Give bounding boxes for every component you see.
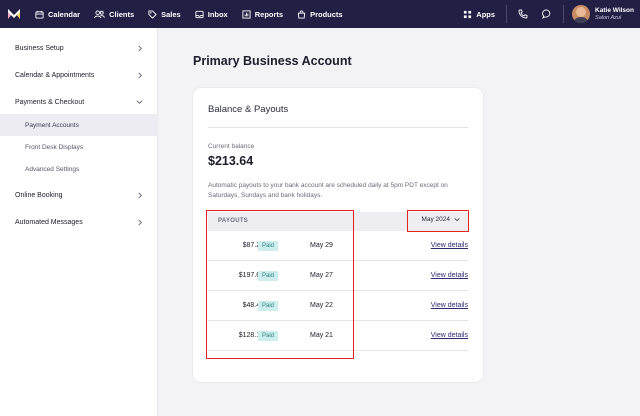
status-badge: Paid bbox=[258, 241, 279, 251]
calendar-icon bbox=[35, 10, 44, 19]
nav-inbox[interactable]: Inbox bbox=[188, 0, 235, 28]
payout-row: $128.10 Paid May 21 View details bbox=[208, 321, 468, 351]
chevron-down-icon bbox=[454, 218, 460, 222]
nav-products[interactable]: Products bbox=[290, 0, 350, 28]
page-title: Primary Business Account bbox=[193, 54, 352, 68]
bag-icon bbox=[297, 10, 306, 19]
nav-right-group: Apps Katie Wilson Salon Azul bbox=[456, 0, 640, 28]
divider bbox=[208, 127, 468, 128]
payouts-header-label: PAYOUTS bbox=[218, 218, 249, 224]
top-navigation-bar: Calendar Clients Sales Inbox Reports Pro… bbox=[0, 0, 640, 28]
tag-icon bbox=[148, 9, 157, 19]
user-name: Katie Wilson bbox=[595, 6, 634, 14]
user-menu[interactable]: Katie Wilson Salon Azul bbox=[568, 5, 640, 23]
user-business: Salon Azul bbox=[595, 14, 622, 21]
nav-reports-label: Reports bbox=[254, 9, 284, 19]
chat-bubble-icon bbox=[542, 9, 551, 19]
sidebar-item-business-setup[interactable]: Business Setup bbox=[0, 37, 158, 59]
payout-date: May 29 bbox=[310, 242, 333, 249]
status-badge: Paid bbox=[258, 331, 279, 341]
nav-reports[interactable]: Reports bbox=[235, 0, 290, 28]
nav-divider bbox=[506, 5, 508, 23]
sidebar-item-calendar-appointments[interactable]: Calendar & Appointments bbox=[0, 64, 158, 86]
nav-clients-label: Clients bbox=[109, 9, 135, 19]
sidebar-item-label: Online Booking bbox=[15, 191, 63, 199]
sidebar-subitem-label: Advanced Settings bbox=[25, 165, 80, 173]
month-select-value: May 2024 bbox=[421, 216, 450, 223]
chevron-down-icon bbox=[136, 100, 143, 104]
month-select[interactable]: May 2024 bbox=[421, 216, 460, 223]
balance-payouts-card: Balance & Payouts Current balance $213.6… bbox=[193, 88, 483, 382]
card-title: Balance & Payouts bbox=[208, 104, 289, 115]
chevron-right-icon bbox=[138, 219, 142, 225]
nav-apps-label: Apps bbox=[476, 9, 496, 19]
view-details-link[interactable]: View details bbox=[430, 332, 468, 339]
brand-logo-icon[interactable] bbox=[0, 0, 28, 28]
settings-sidebar: Business Setup Calendar & Appointments P… bbox=[0, 28, 158, 416]
nav-sales[interactable]: Sales bbox=[141, 0, 188, 28]
sidebar-item-label: Calendar & Appointments bbox=[15, 71, 95, 79]
chat-button[interactable] bbox=[535, 0, 559, 28]
nav-calendar-label: Calendar bbox=[48, 9, 81, 19]
nav-clients[interactable]: Clients bbox=[87, 0, 141, 28]
chart-icon bbox=[242, 9, 251, 19]
chevron-right-icon bbox=[138, 192, 142, 198]
chevron-right-icon bbox=[138, 45, 142, 51]
phone-button[interactable] bbox=[511, 0, 535, 28]
payout-amount: $48.40 bbox=[242, 302, 264, 309]
nav-calendar[interactable]: Calendar bbox=[28, 0, 87, 28]
payout-amount: $128.10 bbox=[238, 332, 264, 339]
view-details-link[interactable]: View details bbox=[430, 272, 468, 279]
payout-amount: $87.28 bbox=[242, 242, 264, 249]
status-badge: Paid bbox=[258, 271, 279, 281]
inbox-icon bbox=[195, 10, 204, 18]
nav-inbox-label: Inbox bbox=[207, 9, 228, 19]
nav-products-label: Products bbox=[310, 9, 343, 19]
sidebar-subitem-label: Payment Accounts bbox=[25, 121, 79, 129]
apps-grid-icon bbox=[464, 10, 472, 18]
phone-icon bbox=[518, 9, 528, 19]
sidebar-subitem-payment-accounts[interactable]: Payment Accounts bbox=[0, 114, 158, 136]
payout-date: May 21 bbox=[310, 332, 333, 339]
payout-row: $197.60 Paid May 27 View details bbox=[208, 261, 468, 291]
sidebar-item-label: Automated Messages bbox=[15, 218, 83, 226]
payout-amount: $197.60 bbox=[238, 272, 264, 279]
payout-date: May 27 bbox=[310, 272, 333, 279]
sidebar-subitem-advanced-settings[interactable]: Advanced Settings bbox=[0, 158, 158, 180]
sidebar-subitem-label: Front Desk Displays bbox=[25, 143, 84, 151]
status-badge: Paid bbox=[258, 301, 279, 311]
sidebar-item-label: Business Setup bbox=[15, 44, 64, 52]
user-info: Katie Wilson Salon Azul bbox=[595, 7, 634, 22]
sidebar-subitem-front-desk-displays[interactable]: Front Desk Displays bbox=[0, 136, 158, 158]
payout-row: $87.28 Paid May 29 View details bbox=[208, 231, 468, 261]
nav-apps[interactable]: Apps bbox=[456, 0, 502, 28]
sidebar-item-payments-checkout[interactable]: Payments & Checkout bbox=[0, 91, 158, 113]
current-balance-value: $213.64 bbox=[208, 154, 254, 168]
payout-row: $48.40 Paid May 22 View details bbox=[208, 291, 468, 321]
chevron-right-icon bbox=[138, 72, 142, 78]
payout-schedule-note: Automatic payouts to your bank account a… bbox=[208, 182, 448, 199]
current-balance-label: Current balance bbox=[208, 143, 255, 150]
payouts-table-header: PAYOUTS May 2024 bbox=[208, 212, 468, 231]
payout-date: May 22 bbox=[310, 302, 333, 309]
nav-divider bbox=[563, 5, 565, 23]
sidebar-item-online-booking[interactable]: Online Booking bbox=[0, 184, 158, 206]
avatar bbox=[572, 5, 591, 23]
nav-sales-label: Sales bbox=[161, 9, 181, 19]
view-details-link[interactable]: View details bbox=[430, 242, 468, 249]
sidebar-item-automated-messages[interactable]: Automated Messages bbox=[0, 211, 158, 233]
clients-icon bbox=[94, 9, 105, 18]
sidebar-item-label: Payments & Checkout bbox=[15, 98, 85, 106]
view-details-link[interactable]: View details bbox=[430, 302, 468, 309]
